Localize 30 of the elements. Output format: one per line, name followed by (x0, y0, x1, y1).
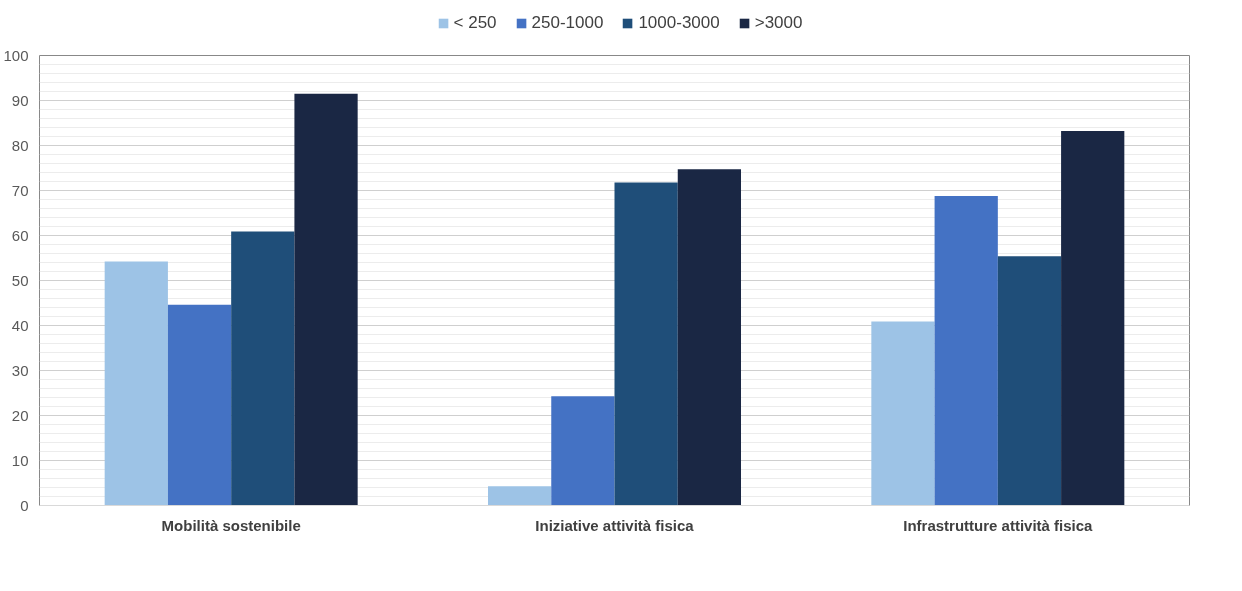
bar (997, 256, 1062, 506)
bar (614, 182, 678, 506)
bar (488, 486, 552, 506)
bar (1061, 131, 1125, 506)
legend-label: < 250 (453, 12, 497, 33)
y-tick-label: 80 (11, 136, 29, 154)
y-tick-label: 30 (11, 361, 29, 379)
bar (231, 231, 295, 506)
bar (104, 261, 168, 506)
bar (677, 169, 741, 506)
x-tick-label: Infrastrutture attività fisica (903, 516, 1094, 534)
y-tick-label: 0 (20, 496, 29, 514)
legend-label: >3000 (754, 12, 803, 33)
bar (294, 93, 358, 506)
y-tick-label: 10 (11, 451, 29, 469)
y-tick-label: 40 (11, 316, 29, 334)
x-tick-label: Iniziative attività fisica (535, 516, 695, 534)
y-tick-label: 50 (11, 271, 29, 289)
y-tick-label: 100 (3, 46, 29, 64)
bar (167, 304, 232, 506)
y-tick-label: 70 (11, 181, 29, 199)
legend-label: 250-1000 (531, 12, 604, 33)
y-tick-label: 60 (11, 226, 29, 244)
x-tick-label: Mobilità sostenibile (161, 516, 301, 534)
bar (934, 195, 998, 506)
y-tick-label: 20 (11, 406, 29, 424)
bar (551, 396, 615, 506)
legend-label: 1000-3000 (638, 12, 720, 33)
y-tick-label: 90 (11, 91, 29, 109)
bar (871, 321, 935, 506)
